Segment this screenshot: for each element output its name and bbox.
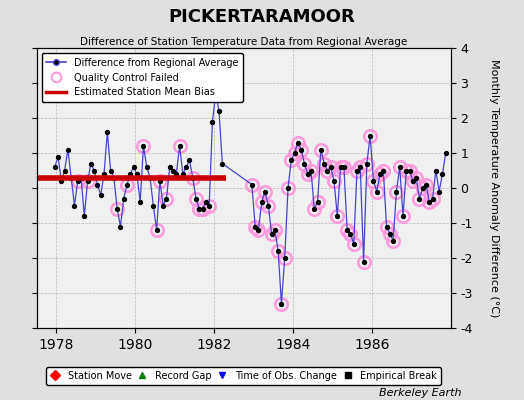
Title: Difference of Station Temperature Data from Regional Average: Difference of Station Temperature Data f… — [80, 37, 407, 47]
Y-axis label: Monthly Temperature Anomaly Difference (°C): Monthly Temperature Anomaly Difference (… — [489, 59, 499, 317]
Legend: Station Move, Record Gap, Time of Obs. Change, Empirical Break: Station Move, Record Gap, Time of Obs. C… — [47, 367, 441, 385]
Text: Berkeley Earth: Berkeley Earth — [379, 388, 461, 398]
Text: PICKERTARAMOOR: PICKERTARAMOOR — [169, 8, 355, 26]
